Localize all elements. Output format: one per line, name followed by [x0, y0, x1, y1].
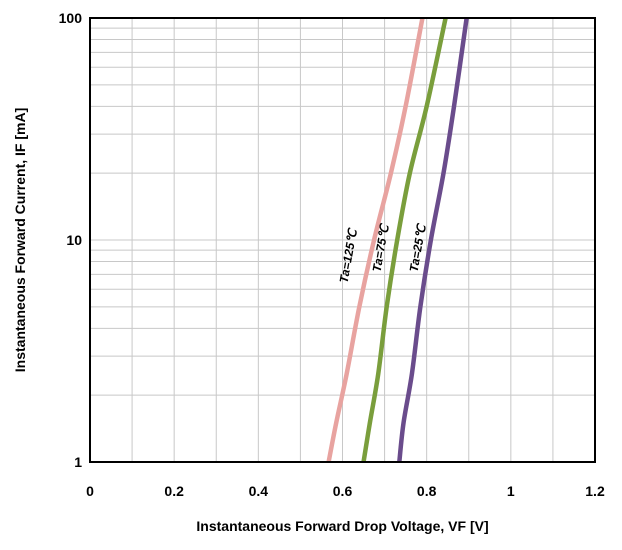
series-line-1: [361, 17, 448, 463]
x-tick-label: 0.8: [417, 483, 437, 499]
tick-labels: 0 0.2 0.4 0.6 0.8 1 1.2 1 10 100: [59, 10, 605, 499]
y-axis-label-wrap: Instantaneous Forward Current, IF [mA]: [6, 18, 34, 462]
series-line-2: [397, 17, 469, 463]
x-tick-label: 1.2: [585, 483, 605, 499]
x-tick-label: 1: [507, 483, 515, 499]
x-tick-label: 0.6: [333, 483, 353, 499]
series-lines: [326, 17, 469, 463]
y-tick-label: 1: [74, 454, 82, 470]
y-tick-label: 100: [59, 10, 83, 26]
plot-frame: [89, 17, 596, 463]
grid: [90, 18, 595, 462]
x-tick-label: 0.4: [249, 483, 269, 499]
series-label-1: Ta=75℃: [370, 222, 392, 273]
series-line-0: [326, 17, 425, 463]
x-tick-label: 0: [86, 483, 94, 499]
y-tick-label: 10: [66, 232, 82, 248]
y-axis-label: Instantaneous Forward Current, IF [mA]: [12, 107, 28, 373]
series-label-0: Ta=125℃: [337, 227, 360, 284]
x-tick-label: 0.2: [164, 483, 184, 499]
x-axis-label: Instantaneous Forward Drop Voltage, VF […: [196, 518, 489, 534]
plot-border: [89, 17, 596, 463]
